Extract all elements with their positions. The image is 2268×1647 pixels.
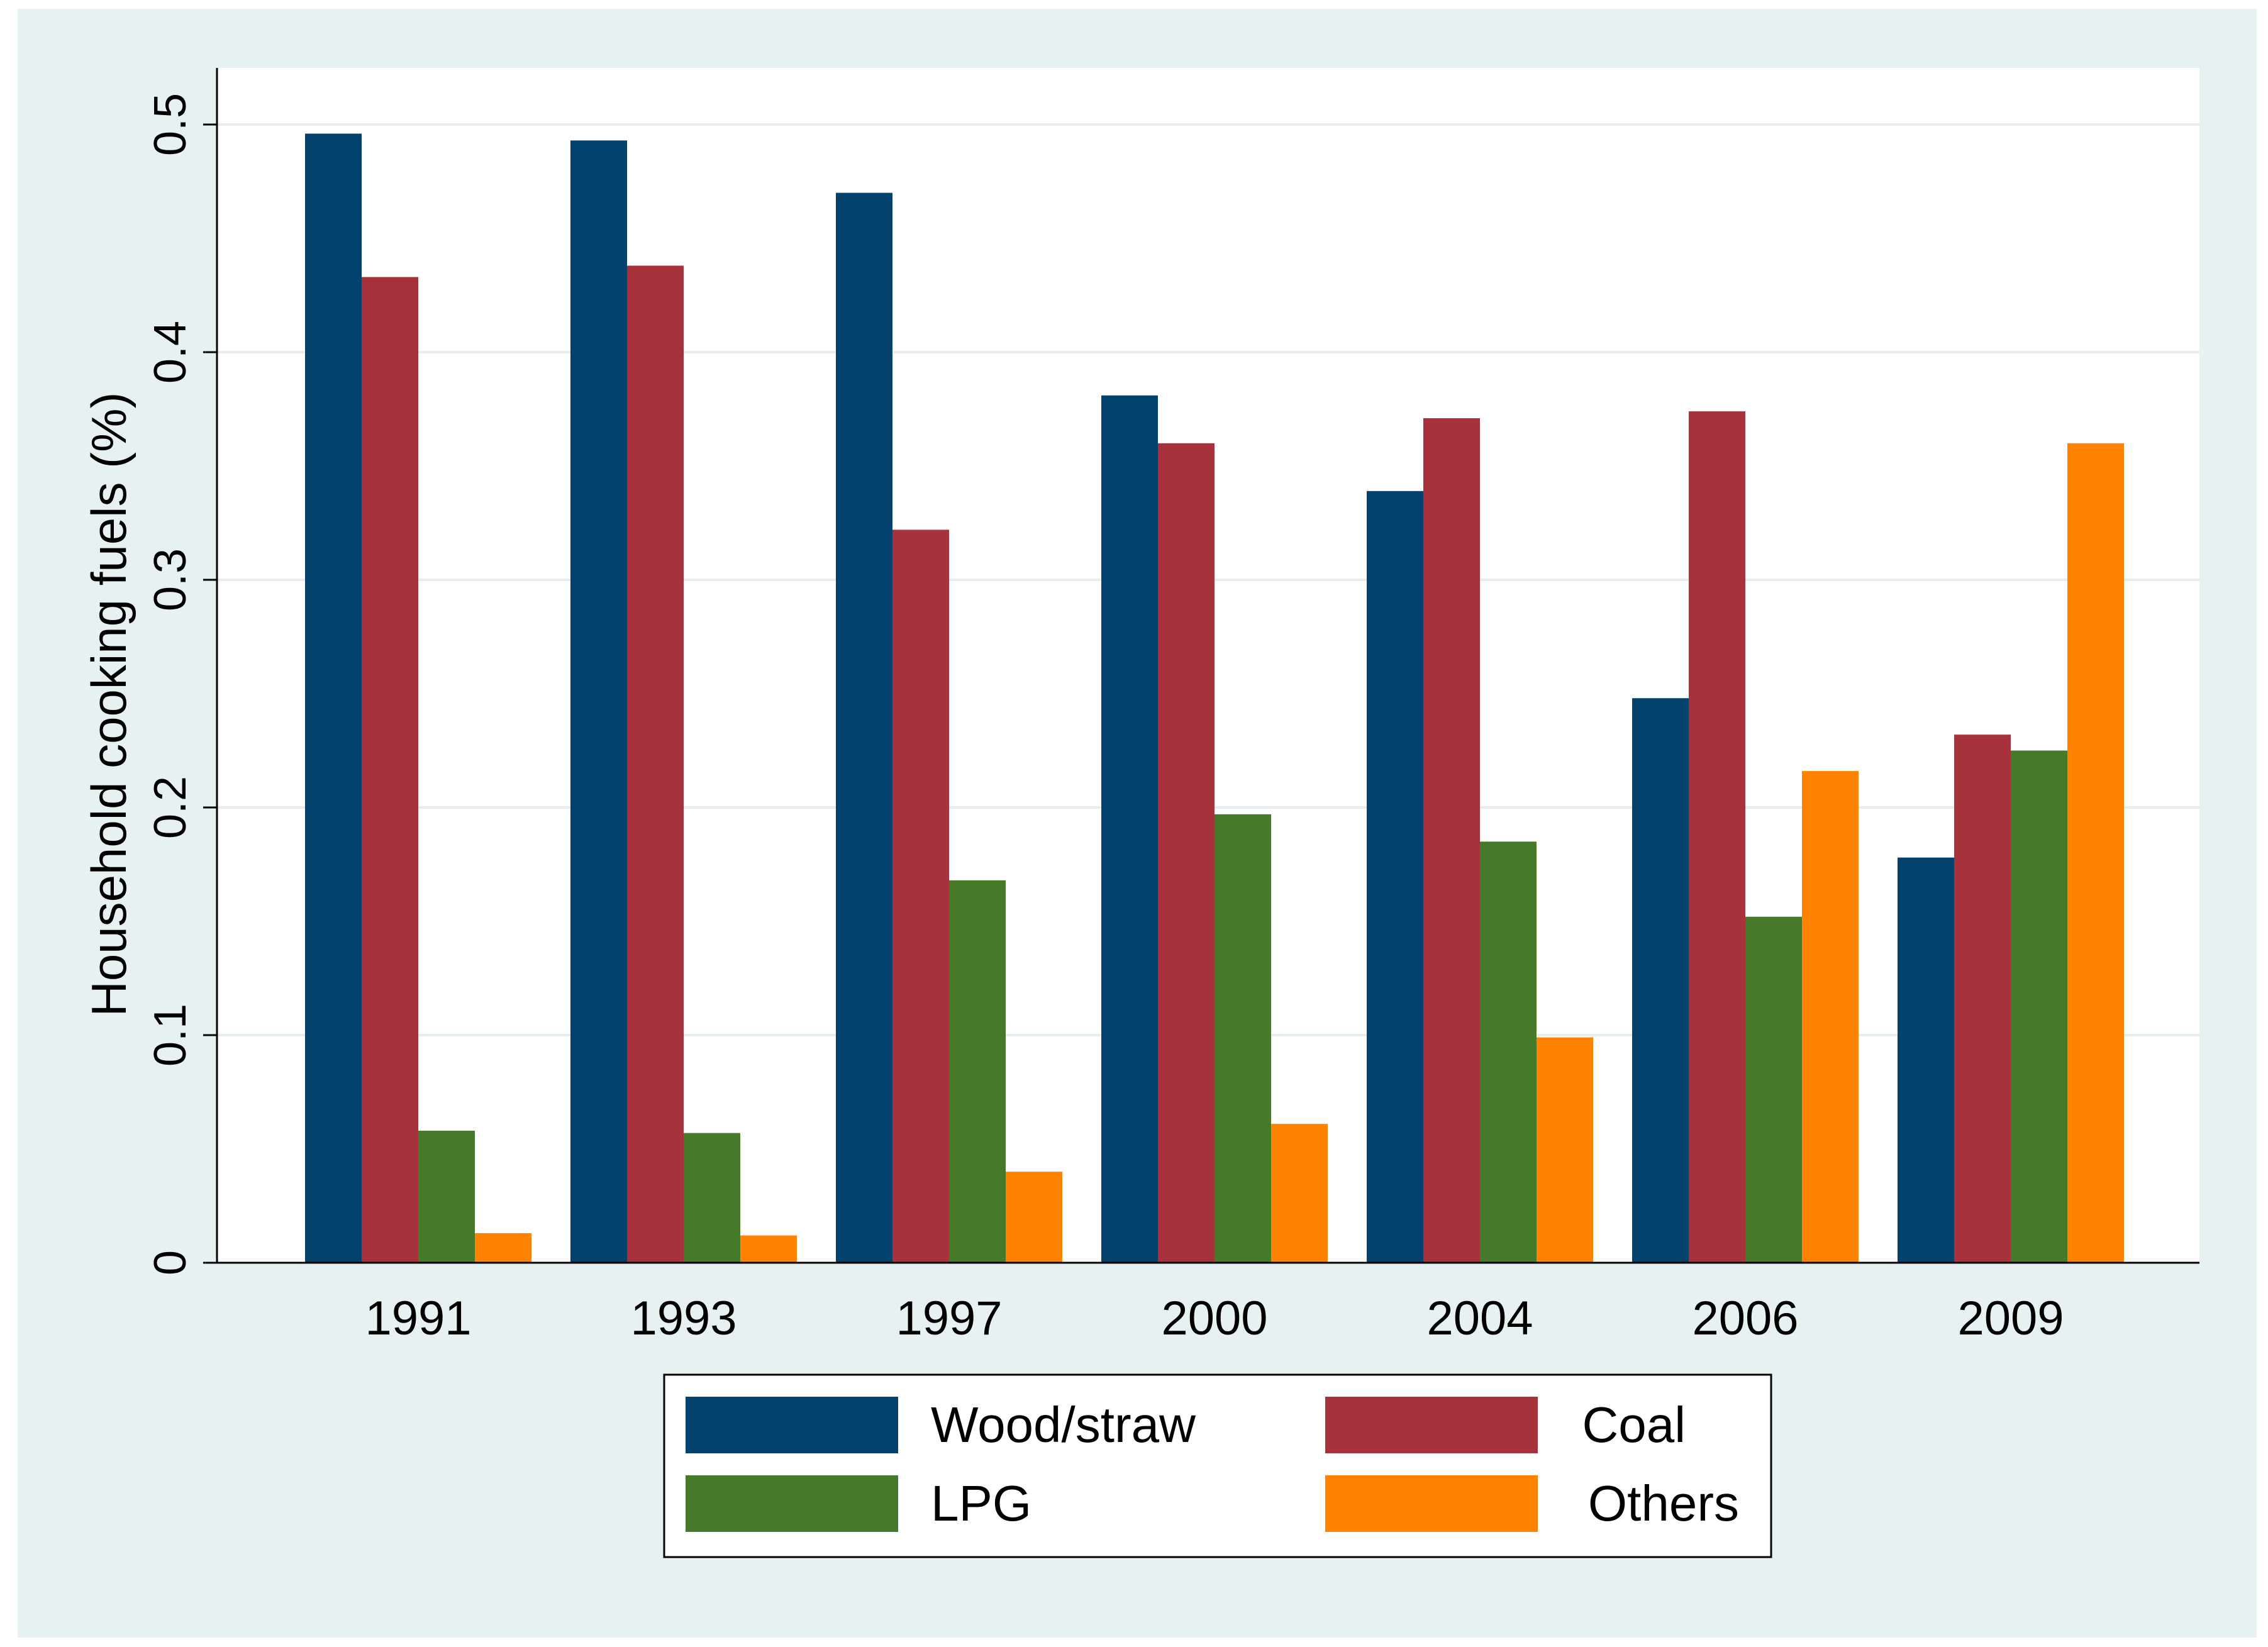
bars [305, 133, 2124, 1263]
legend-swatch-others [1325, 1475, 1538, 1532]
bar-coal-1997 [892, 530, 949, 1263]
bar-coal-2006 [1689, 411, 1745, 1263]
bar-wood-straw-2006 [1632, 698, 1689, 1263]
legend-swatch-lpg [686, 1475, 898, 1532]
y-tick-label: 0.4 [145, 321, 196, 384]
y-tick-label: 0.5 [145, 93, 196, 156]
y-tick-label: 0.2 [145, 776, 196, 839]
bar-others-2000 [1271, 1124, 1328, 1263]
legend-label-wood-straw: Wood/straw [931, 1397, 1196, 1453]
x-tick-label: 2009 [1957, 1292, 2064, 1345]
x-tick-label: 2004 [1426, 1292, 1533, 1345]
x-tick-label: 1991 [365, 1292, 471, 1345]
y-tick-label: 0.3 [145, 548, 196, 611]
bar-lpg-2009 [2011, 750, 2067, 1263]
axes [216, 68, 2199, 1264]
bar-others-2009 [2067, 443, 2124, 1263]
x-tick-label: 1997 [896, 1292, 1002, 1345]
y-ticks: 0 0.1 0.2 0.3 0.4 0.5 [145, 93, 217, 1275]
bar-others-1993 [740, 1235, 797, 1263]
bar-wood-straw-2004 [1367, 491, 1423, 1263]
bar-others-2006 [1802, 771, 1859, 1263]
bar-coal-2000 [1158, 443, 1215, 1263]
legend-swatch-coal [1325, 1397, 1538, 1453]
legend-swatch-wood-straw [686, 1397, 898, 1453]
legend-label-coal: Coal [1582, 1397, 1686, 1453]
legend-label-others: Others [1588, 1475, 1739, 1531]
bar-lpg-1991 [418, 1131, 475, 1263]
bar-lpg-1993 [684, 1133, 740, 1263]
bar-lpg-2006 [1745, 916, 1802, 1263]
x-tick-label: 1993 [630, 1292, 737, 1345]
y-tick-label: 0.1 [145, 1004, 196, 1067]
x-ticks: 1991 1993 1997 2000 2004 2006 2009 [365, 1292, 2064, 1345]
bar-wood-straw-2000 [1101, 395, 1158, 1263]
bar-others-1991 [475, 1233, 531, 1263]
bar-coal-1991 [362, 277, 418, 1263]
bar-wood-straw-1997 [836, 192, 892, 1263]
y-axis-label: Household cooking fuels (%) [81, 392, 136, 1017]
bar-others-2004 [1537, 1037, 1593, 1263]
legend: Wood/straw Coal LPG Others [663, 1373, 1772, 1558]
legend-label-lpg: LPG [931, 1475, 1031, 1531]
bar-coal-2004 [1423, 418, 1480, 1263]
x-tick-label: 2006 [1692, 1292, 1798, 1345]
bar-wood-straw-1993 [570, 140, 627, 1263]
bar-wood-straw-1991 [305, 133, 362, 1263]
bar-lpg-2004 [1480, 841, 1537, 1263]
bar-others-1997 [1006, 1172, 1062, 1263]
x-tick-label: 2000 [1161, 1292, 1267, 1345]
bar-coal-2009 [1954, 735, 2011, 1263]
bar-wood-straw-2009 [1898, 857, 1954, 1263]
y-tick-label: 0 [145, 1250, 196, 1275]
bar-coal-1993 [627, 265, 684, 1263]
bar-lpg-2000 [1215, 814, 1271, 1263]
bar-lpg-1997 [949, 880, 1006, 1263]
